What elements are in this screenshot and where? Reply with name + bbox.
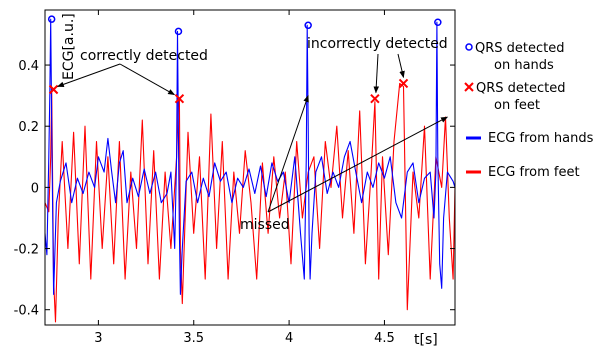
ticks-layer: 3 3.5 4 4.5 -0.4 -0.2 0 0.2 0.4	[14, 9, 456, 346]
marker-hands-3	[434, 18, 442, 26]
marker-hands-2	[304, 21, 312, 30]
arrow-missed-0	[267, 94, 309, 213]
plot-layer	[44, 15, 456, 323]
plot-frame	[44, 9, 456, 326]
marker-feet-3	[398, 78, 409, 89]
marker-feet-1	[174, 93, 185, 104]
legend-hands-line-label: ECG from hands	[488, 131, 594, 146]
y-tick-label-3: 0.2	[18, 120, 39, 135]
marker-hands-1	[174, 27, 183, 36]
series-line-hands	[44, 18, 456, 295]
x-tick-label-0: 3	[94, 331, 102, 346]
series-line-feet	[44, 82, 456, 323]
x-tick-label-3: 4.5	[374, 331, 395, 346]
legend-hands-detected-line1: QRS detected	[475, 41, 565, 56]
legend-feet-detected-line1: QRS detected	[476, 81, 566, 96]
y-tick-label-4: 0.4	[18, 59, 39, 74]
x-tick-label-1: 3.5	[183, 331, 204, 346]
y-tick-label-1: -0.2	[14, 243, 39, 258]
arrow-correct-0	[56, 63, 121, 88]
y-axis-label: ECG[a.u.]	[61, 13, 77, 80]
legend: QRS detected on hands QRS detected on fe…	[464, 41, 594, 180]
y-tick-label-2: 0	[31, 181, 39, 196]
annotation-layer: correctly detected incorrectly detected …	[56, 36, 448, 233]
y-tick-label-0: -0.4	[14, 304, 39, 319]
arrow-incorrect-0	[373, 53, 380, 94]
arrow-correct-1	[119, 63, 176, 96]
marker-hands-0	[47, 15, 56, 23]
annotation-incorrect: incorrectly detected	[307, 36, 448, 52]
marker-feet-0	[48, 84, 59, 95]
x-axis-label: t[s]	[414, 332, 438, 348]
legend-feet-marker	[464, 82, 474, 92]
annotation-correct: correctly detected	[80, 48, 208, 64]
arrow-missed-1	[267, 116, 448, 213]
legend-hands-detected-line2: on hands	[494, 58, 554, 73]
arrow-incorrect-1	[397, 53, 405, 79]
legend-feet-detected-line2: on feet	[494, 98, 540, 113]
legend-hands-marker	[465, 43, 473, 51]
marker-feet-2	[370, 93, 380, 104]
annotation-missed: missed	[240, 217, 290, 233]
x-tick-label-2: 4	[285, 331, 293, 346]
legend-feet-line-label: ECG from feet	[488, 165, 580, 180]
